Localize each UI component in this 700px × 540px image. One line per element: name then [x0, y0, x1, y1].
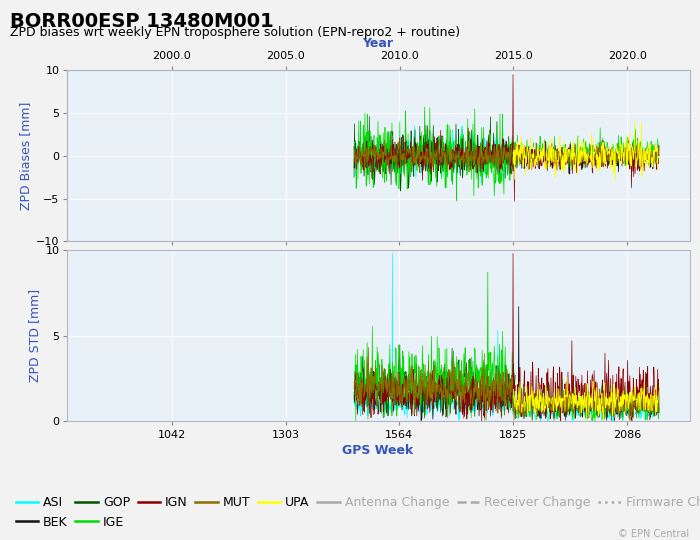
Text: © EPN Central: © EPN Central	[618, 529, 690, 539]
X-axis label: Year: Year	[363, 37, 393, 50]
Legend: ASI, BEK, GOP, IGE, IGN, MUT, UPA, Antenna Change, Receiver Change, Firmware Cha: ASI, BEK, GOP, IGE, IGN, MUT, UPA, Anten…	[13, 494, 700, 531]
Y-axis label: ZPD STD [mm]: ZPD STD [mm]	[29, 289, 41, 382]
Y-axis label: ZPD Biases [mm]: ZPD Biases [mm]	[19, 102, 32, 210]
Text: BORR00ESP 13480M001: BORR00ESP 13480M001	[10, 12, 274, 31]
X-axis label: GPS Week: GPS Week	[342, 444, 414, 457]
Text: ZPD biases wrt weekly EPN troposphere solution (EPN-repro2 + routine): ZPD biases wrt weekly EPN troposphere so…	[10, 26, 461, 39]
